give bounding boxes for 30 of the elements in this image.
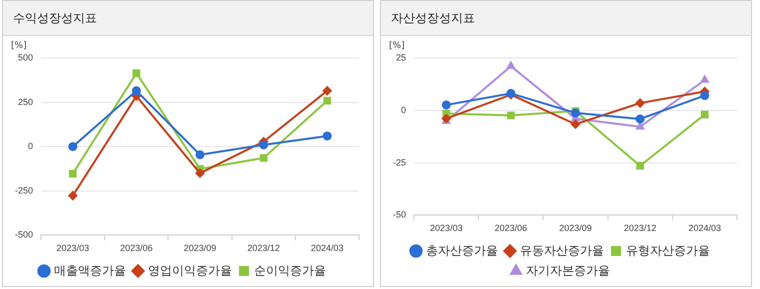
y-axis-title: [%] xyxy=(11,40,27,51)
y-axis-title: [%] xyxy=(389,40,405,51)
legend-label: 순이익증가율 xyxy=(254,263,326,278)
x-tick-label: 2023/06 xyxy=(120,243,153,254)
x-tick-label: 2023/03 xyxy=(430,223,463,234)
y-tick-label: 0 xyxy=(28,141,34,152)
x-tick-label: 2023/03 xyxy=(56,243,90,254)
legend-label: 매출액증가율 xyxy=(54,263,126,278)
y-tick-label: 250 xyxy=(18,96,34,107)
legend-label: 영업이익증가율 xyxy=(148,263,232,278)
y-tick-label: 500 xyxy=(18,52,34,62)
x-tick-label: 2023/12 xyxy=(624,223,656,234)
x-tick-label: 2023/09 xyxy=(559,223,592,234)
x-tick-label: 2023/09 xyxy=(184,243,216,254)
x-tick-label: 2023/12 xyxy=(247,243,280,254)
y-tick-label: -25 xyxy=(392,157,406,168)
x-tick-label: 2023/06 xyxy=(494,223,528,234)
legend-label: 자기자본증가율 xyxy=(526,263,610,278)
chart-title: 자산성장성지표 xyxy=(381,1,751,36)
y-tick-label: 25 xyxy=(396,52,406,62)
y-tick-label: 0 xyxy=(400,104,406,115)
legend-label: 총자산증가율 xyxy=(426,243,498,258)
chart-title: 수익성장성지표 xyxy=(3,1,373,36)
legend-label: 유동자산증가율 xyxy=(520,243,604,258)
y-tick-label: -50 xyxy=(392,210,406,220)
x-tick-label: 2024/03 xyxy=(688,223,721,234)
legend-label: 유형자산증가율 xyxy=(626,243,710,258)
x-tick-label: 2024/03 xyxy=(310,243,344,254)
y-tick-label: -250 xyxy=(15,185,34,196)
y-tick-label: -500 xyxy=(15,230,34,240)
